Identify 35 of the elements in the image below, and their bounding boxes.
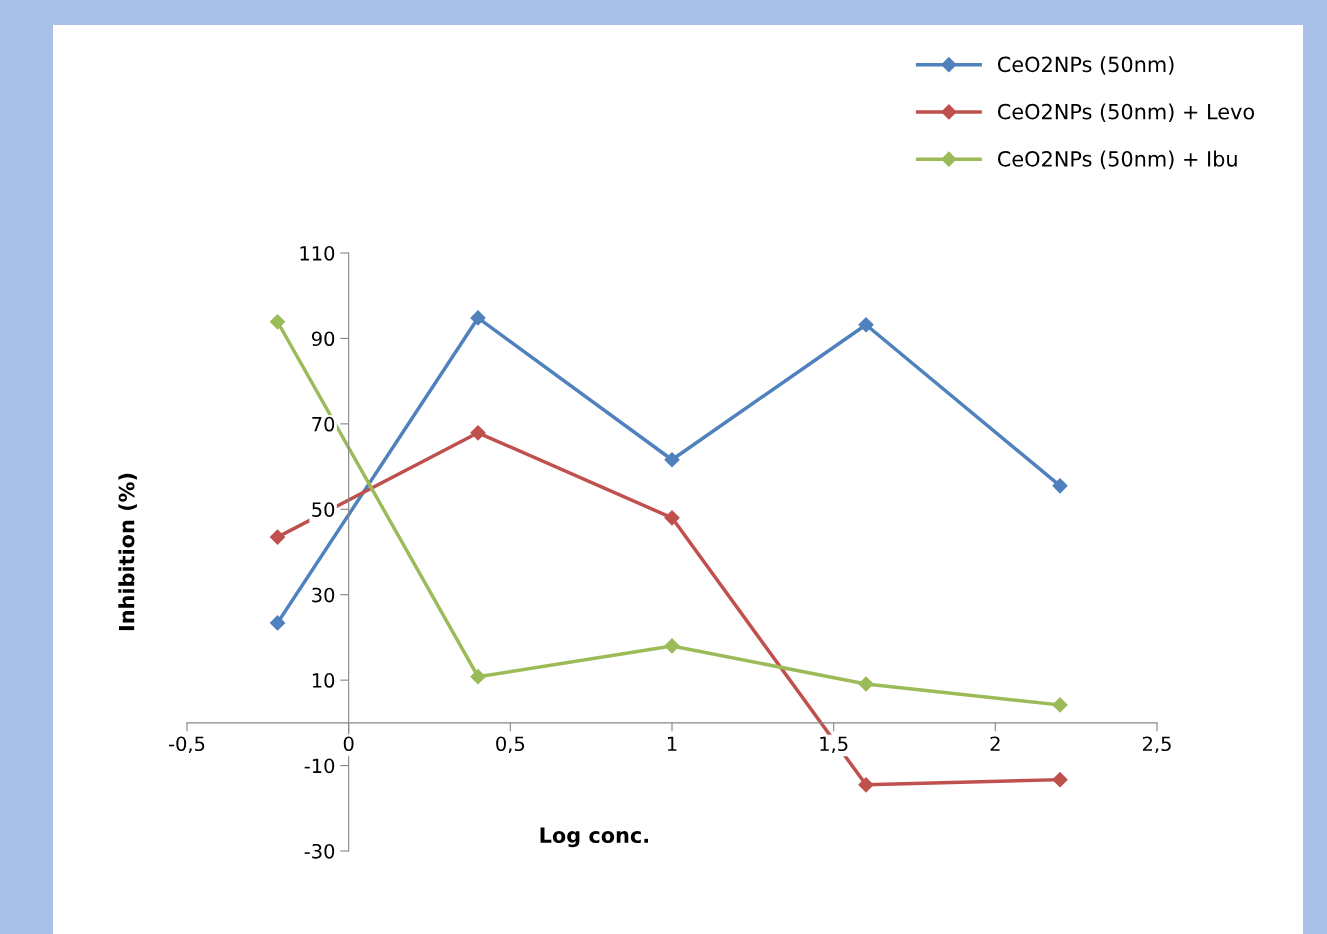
legend-label: CeO2NPs (50nm) — [997, 56, 1174, 75]
point — [858, 317, 874, 333]
y-tick-label: -30 — [304, 843, 335, 859]
legend-label: CeO2NPs (50nm) + Ibu — [997, 150, 1237, 170]
point — [470, 310, 486, 326]
point — [664, 452, 680, 468]
y-tick-label: 90 — [311, 331, 335, 347]
x-axis-title: Log conc. — [540, 827, 649, 848]
point — [470, 669, 486, 685]
y-tick-label: 30 — [312, 587, 335, 603]
point — [664, 638, 680, 654]
point — [1052, 697, 1068, 713]
point — [858, 777, 874, 793]
x-tick-label: -0,5 — [168, 736, 205, 754]
y-tick-label: -10 — [304, 758, 335, 774]
point — [269, 615, 286, 631]
x-tick-label: 2,5 — [1142, 736, 1171, 754]
point — [269, 529, 286, 545]
x-tick-label: 0 — [343, 736, 354, 752]
point — [664, 510, 680, 526]
x-tick-label: 0,5 — [496, 736, 525, 754]
y-tick-label: 10 — [312, 673, 335, 688]
legend-label: CeO2NPs (50nm) + Levo — [997, 103, 1255, 122]
y-axis-title: Inhibition (%) — [118, 473, 137, 631]
x-tick-label: 1,5 — [820, 736, 848, 754]
y-tick-label: 110 — [300, 245, 335, 261]
y-tick-label: 70 — [312, 416, 335, 432]
point — [470, 425, 486, 441]
point — [1052, 772, 1068, 788]
point — [858, 676, 874, 692]
point — [269, 314, 286, 330]
point — [1052, 478, 1068, 494]
x-tick-label: 1 — [667, 736, 677, 751]
y-tick-label: 50 — [312, 502, 335, 517]
x-tick-label: 2 — [990, 736, 1000, 751]
